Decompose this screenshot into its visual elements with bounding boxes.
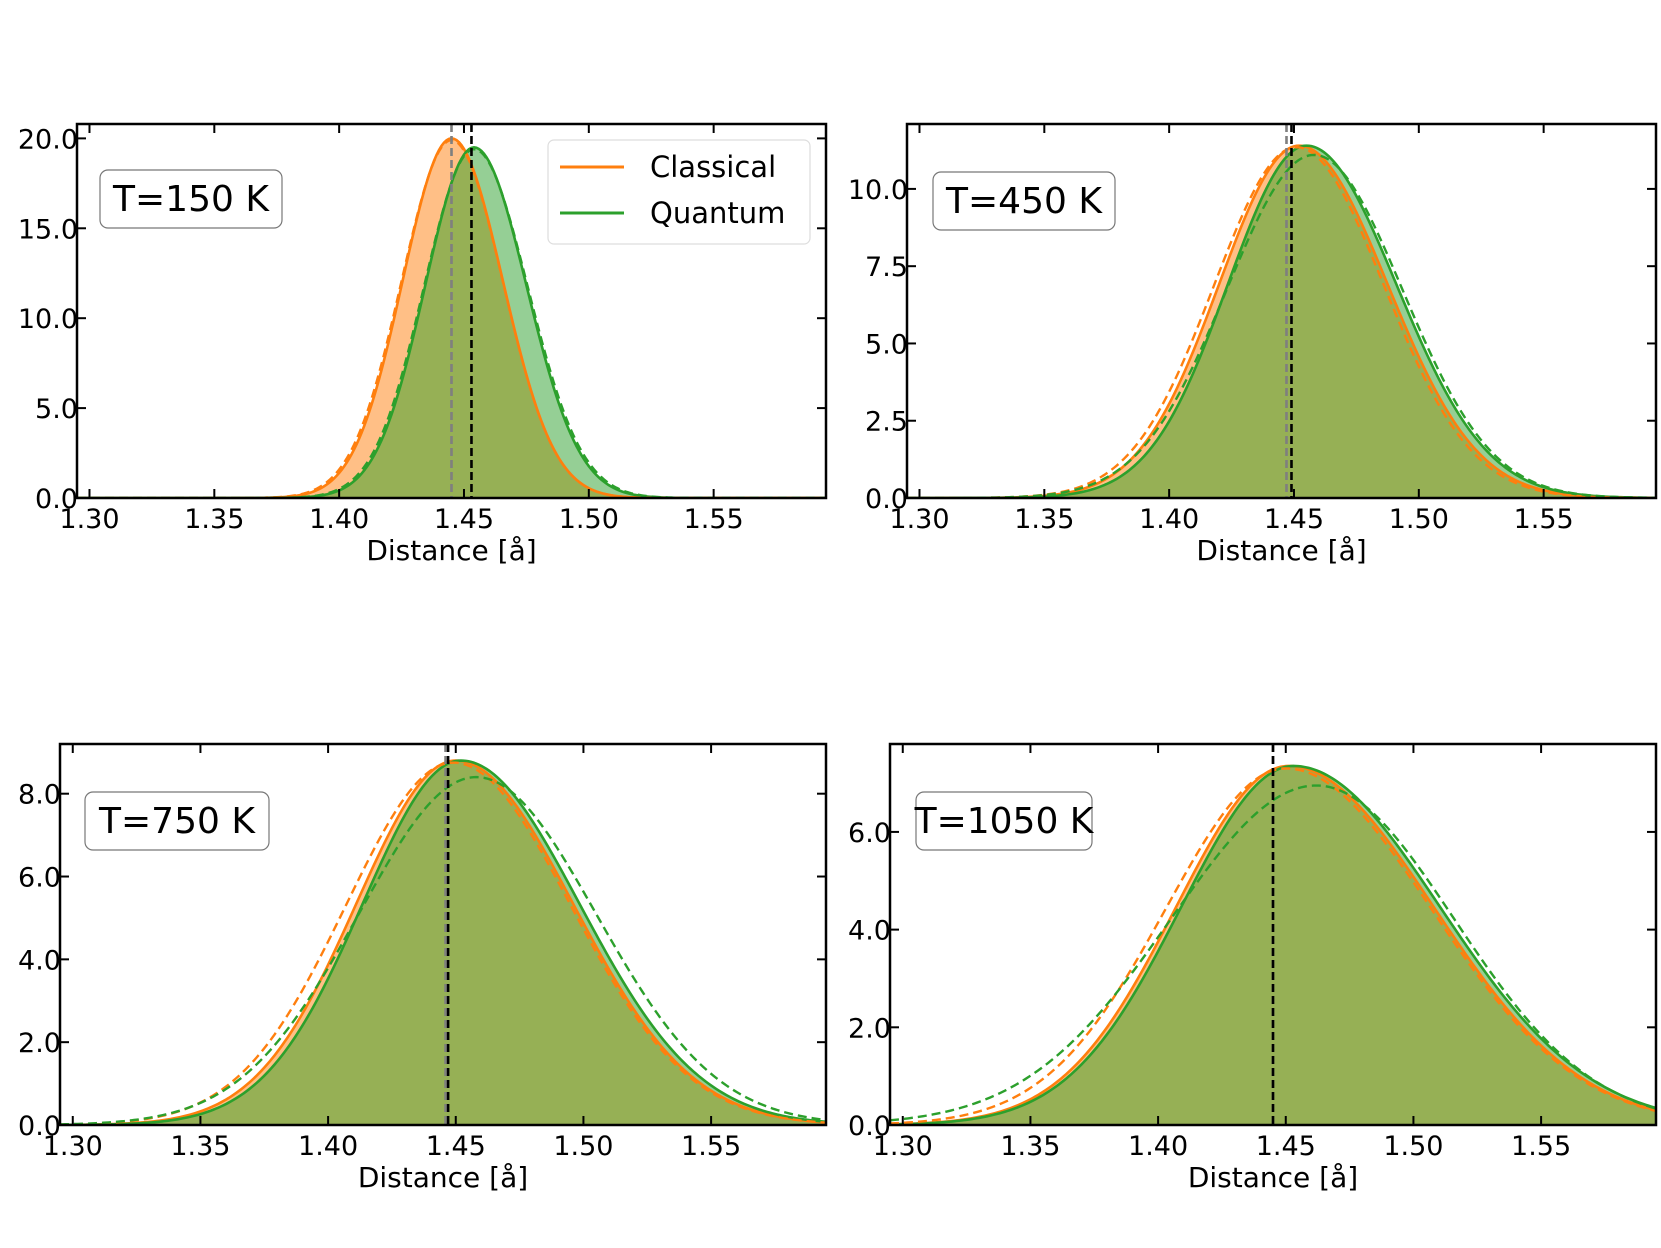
x-tick-label: 1.40: [1128, 1131, 1188, 1162]
temperature-label: T=150 K: [112, 179, 270, 220]
x-tick-label: 1.35: [170, 1131, 230, 1162]
quantum-fit-line: [890, 784, 1656, 1122]
overlap-area: [77, 153, 826, 498]
y-tick-label: 0.0: [865, 484, 908, 515]
y-tick-label: 7.5: [865, 252, 908, 283]
x-axis-label: Distance [å]: [366, 534, 536, 567]
x-tick-label: 1.30: [889, 504, 949, 535]
panel-t1050: 1.30 1.35 1.40 1.45 1.50 1.55 0.0 2.0 4.0 6.0 Dist…: [848, 742, 1658, 1194]
x-tick-label: 1.45: [426, 1131, 486, 1162]
y-tick-label: 0.0: [848, 1111, 891, 1142]
x-tick-label: 1.50: [553, 1131, 613, 1162]
panel-t450: 1.30 1.35 1.40 1.45 1.50 1.55 0.0 2.5 5.0 7.5 10.0…: [848, 122, 1658, 567]
x-tick-label: 1.55: [1511, 1131, 1571, 1162]
y-tick-label: 0.0: [18, 1111, 61, 1142]
x-tick-label: 1.45: [1256, 1131, 1316, 1162]
overlap-area: [890, 766, 1656, 1125]
temperature-label: T=750 K: [98, 801, 256, 842]
x-tick-label: 1.35: [184, 504, 244, 535]
y-tick-label: 6.0: [848, 818, 891, 849]
axes-frame: [58, 742, 828, 1127]
temperature-label: T=1050 K: [914, 801, 1095, 842]
y-tick-label: 10.0: [18, 304, 78, 335]
x-axis-label: Distance [å]: [1196, 534, 1366, 567]
x-tick-label: 1.40: [298, 1131, 358, 1162]
x-tick-label: 1.30: [59, 504, 119, 535]
quantum-line: [60, 759, 826, 1125]
y-tick-label: 2.0: [848, 1013, 891, 1044]
temperature-box: [99, 169, 283, 229]
y-tick-label: 2.5: [865, 407, 908, 438]
overlap-area: [60, 760, 826, 1125]
x-tick-label: 1.50: [1383, 1131, 1443, 1162]
x-tick-label: 1.55: [1514, 504, 1574, 535]
x-tick-label: 1.30: [43, 1131, 103, 1162]
x-tick-label: 1.40: [1139, 504, 1199, 535]
x-tick-label: 1.30: [873, 1131, 933, 1162]
plot-area: [60, 744, 826, 1125]
y-tick-label: 5.0: [35, 394, 78, 425]
quantum-fit-line: [907, 153, 1656, 498]
y-tick-label: 0.0: [35, 484, 78, 515]
plot-area: [890, 744, 1656, 1125]
axes-frame: [905, 122, 1658, 500]
temperature-box: [84, 791, 270, 851]
legend-label-quantum: Quantum: [650, 196, 785, 230]
overlap-area: [907, 146, 1656, 498]
y-tick-label: 20.0: [18, 124, 78, 155]
x-tick-label: 1.55: [681, 1131, 741, 1162]
panel-t150: 1.30 1.35 1.40 1.45 1.50 1.55 0.0 5.0 10.0 15.0 20…: [18, 122, 828, 567]
x-tick-label: 1.45: [1264, 504, 1324, 535]
x-tick-label: 1.35: [1000, 1131, 1060, 1162]
x-tick-label: 1.35: [1014, 504, 1074, 535]
x-tick-label: 1.45: [434, 504, 494, 535]
temperature-box: [932, 171, 1116, 231]
y-tick-label: 4.0: [848, 916, 891, 947]
panel-t750: 1.30 1.35 1.40 1.45 1.50 1.55 0.0 2.0 4.0 6.0 8.0 D…: [18, 742, 828, 1194]
axes-frame: [888, 742, 1658, 1127]
axes-frame: [75, 122, 828, 500]
x-tick-label: 1.50: [559, 504, 619, 535]
x-axis-label: Distance [å]: [1188, 1161, 1358, 1194]
x-axis-label: Distance [å]: [358, 1161, 528, 1194]
x-tick-label: 1.55: [684, 504, 744, 535]
x-tick-label: 1.40: [309, 504, 369, 535]
y-tick-label: 15.0: [18, 214, 78, 245]
y-tick-label: 8.0: [18, 780, 61, 811]
legend-label-classical: Classical: [650, 150, 776, 184]
y-tick-label: 5.0: [865, 329, 908, 360]
y-tick-label: 2.0: [18, 1028, 61, 1059]
quantum-fit-line: [60, 775, 826, 1125]
x-tick-label: 1.50: [1389, 504, 1449, 535]
y-tick-label: 4.0: [18, 945, 61, 976]
y-tick-label: 10.0: [848, 175, 908, 206]
temperature-box: [915, 791, 1093, 851]
temperature-label: T=450 K: [945, 181, 1103, 222]
y-tick-label: 6.0: [18, 863, 61, 894]
